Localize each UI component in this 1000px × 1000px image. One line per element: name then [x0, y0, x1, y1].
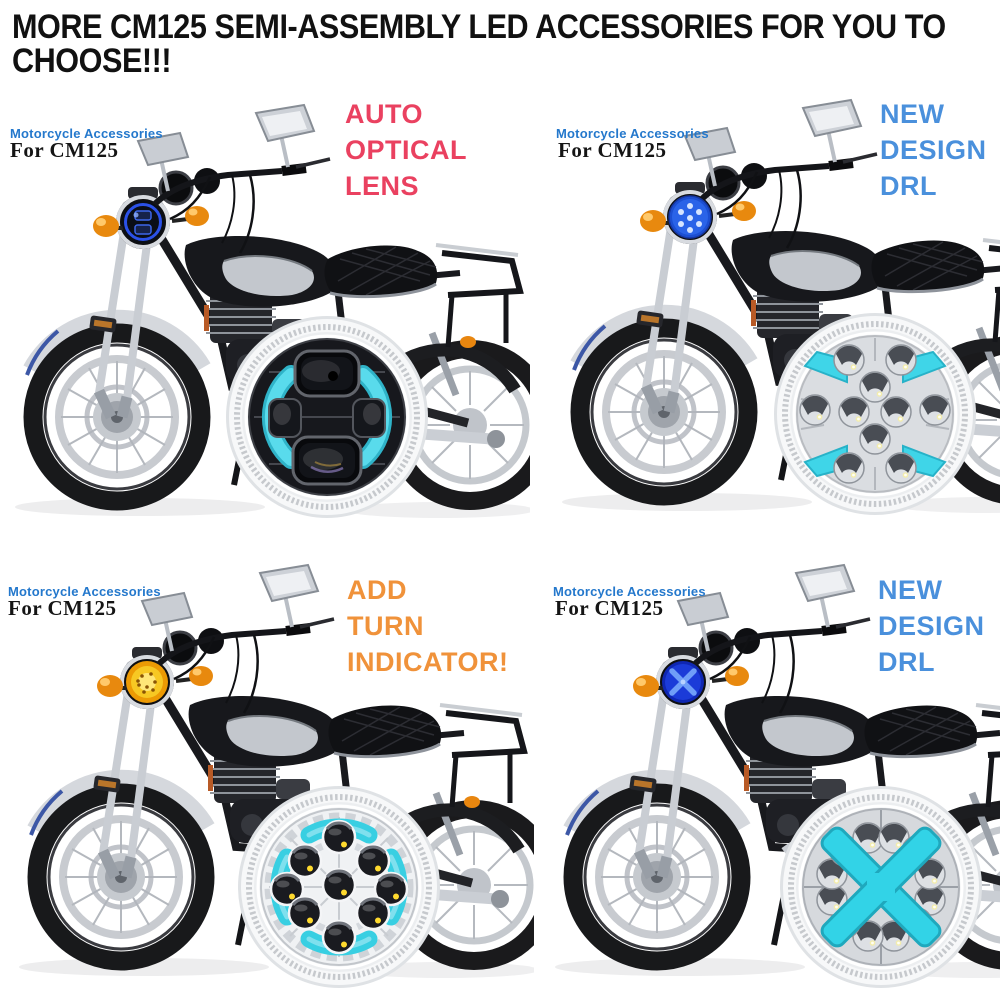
promo-text: NEW DESIGN DRL [878, 572, 985, 680]
promo-line: NEW [880, 99, 945, 129]
model-label: For CM125 [555, 596, 664, 620]
brand-label: Motorcycle Accessories [10, 126, 163, 141]
promo-line: AUTO [345, 99, 424, 129]
headlight-inset-x-cross [778, 784, 984, 990]
headlight-inset-optical-lens [224, 314, 430, 520]
projector-lens-top [293, 349, 361, 398]
model-label: For CM125 [8, 596, 117, 620]
cyan-x-cross [820, 826, 942, 948]
divider-lines [804, 810, 958, 964]
promo-line: OPTICAL [345, 135, 467, 165]
promo-line: DESIGN [878, 611, 985, 641]
headline-line-1: MORE CM125 SEMI-ASSEMBLY LED ACCESSORIES… [12, 8, 946, 46]
small-lens-left [268, 398, 302, 438]
model-label: For CM125 [558, 138, 667, 162]
model-label: For CM125 [10, 138, 119, 162]
brand-label: Motorcycle Accessories [553, 584, 706, 599]
headlight-inset-cyan-ring [236, 784, 442, 990]
headlight-inset-led-bulbs [772, 311, 978, 517]
promo-line: DRL [878, 647, 935, 677]
projector-lens-bottom [291, 435, 363, 486]
promo-line: DRL [880, 171, 937, 201]
small-lens-right [352, 398, 386, 438]
promo-line: DESIGN [880, 135, 987, 165]
promo-line: ADD [347, 575, 407, 605]
promo-line: LENS [345, 171, 420, 201]
headline-line-2: CHOOSE!!! [12, 41, 172, 80]
promo-line: INDICATOR! [347, 647, 509, 677]
brand-label: Motorcycle Accessories [8, 584, 161, 599]
promo-line: TURN [347, 611, 424, 641]
headline: MORE CM125 SEMI-ASSEMBLY LED ACCESSORIES… [12, 8, 946, 80]
brand-label: Motorcycle Accessories [556, 126, 709, 141]
promo-text: NEW DESIGN DRL [880, 96, 987, 204]
promo-text: ADD TURN INDICATOR! [347, 572, 509, 680]
promo-text: AUTO OPTICAL LENS [345, 96, 467, 204]
promo-line: NEW [878, 575, 943, 605]
